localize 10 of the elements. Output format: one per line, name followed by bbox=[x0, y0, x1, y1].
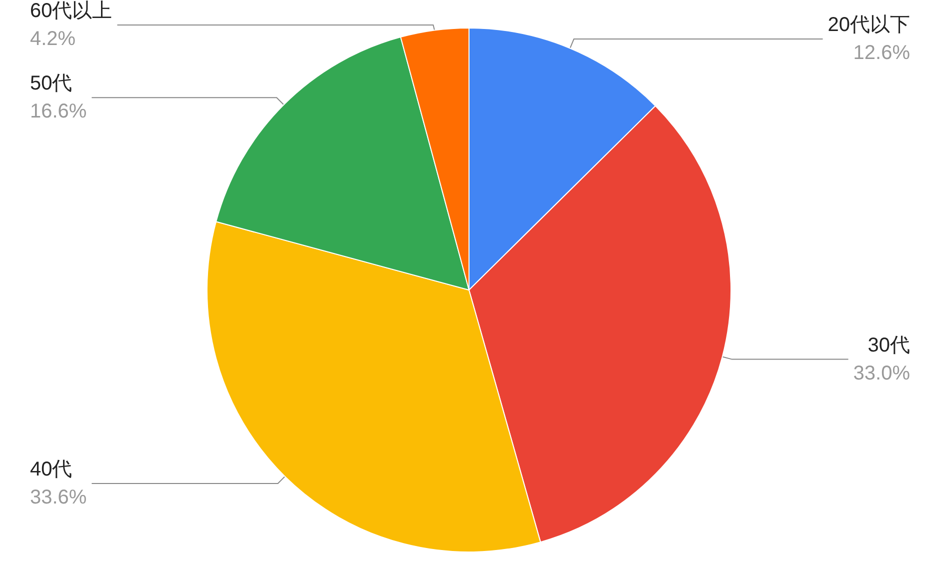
data-label: 33.6% bbox=[30, 486, 87, 509]
data-label: 33.0% bbox=[853, 362, 910, 384]
slice-label: 50代 bbox=[30, 72, 72, 95]
data-label: 16.6% bbox=[30, 100, 87, 123]
data-label: 12.6% bbox=[853, 42, 910, 64]
data-label: 4.2% bbox=[30, 28, 76, 50]
slice-label: 40代 bbox=[30, 458, 72, 481]
slice-label: 60代以上 bbox=[30, 0, 112, 22]
slice-label: 30代 bbox=[868, 334, 910, 356]
slice-label: 20代以下 bbox=[828, 14, 910, 36]
